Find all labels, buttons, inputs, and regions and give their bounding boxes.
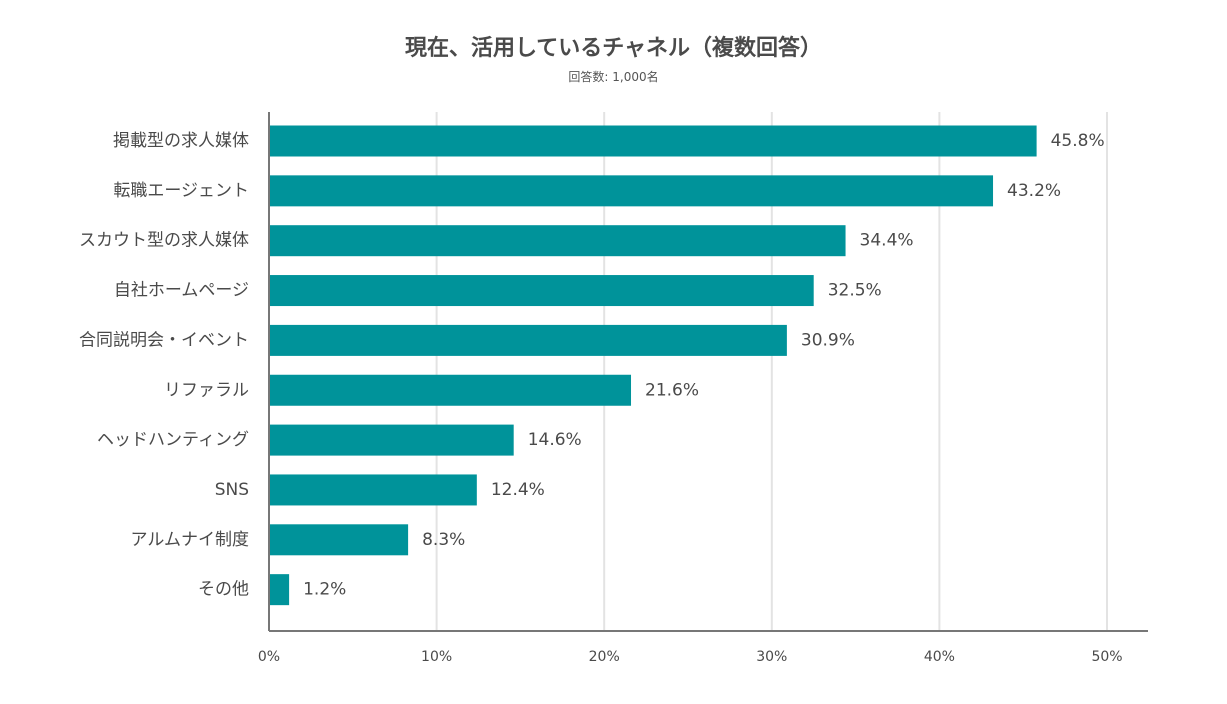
x-tick-label: 30% — [756, 649, 787, 665]
category-label: スカウト型の求人媒体 — [79, 231, 249, 251]
category-label: リファラル — [164, 380, 249, 400]
category-label: アルムナイ制度 — [131, 530, 250, 550]
value-label: 32.5% — [828, 281, 882, 301]
bar — [269, 225, 846, 257]
chart-title: 現在、活用しているチャネル（複数回答） — [404, 36, 823, 61]
axes — [268, 112, 1148, 632]
bar — [269, 524, 409, 556]
bar — [269, 125, 1037, 157]
value-label: 45.8% — [1051, 131, 1105, 151]
value-label: 1.2% — [303, 580, 346, 600]
labels: 掲載型の求人媒体 45.8% 転職エージェント 43.2% スカウト型の求人媒体 34.4… — [79, 131, 1123, 665]
value-label: 34.4% — [860, 231, 914, 251]
bar — [269, 175, 994, 207]
chart-subtitle: 回答数: 1,000名 — [568, 70, 659, 84]
category-label: その他 — [198, 580, 249, 600]
bar — [269, 275, 814, 307]
value-label: 8.3% — [422, 530, 465, 550]
bar — [269, 324, 787, 356]
x-tick-label: 50% — [1091, 649, 1122, 665]
bar — [269, 474, 477, 506]
category-label: 転職エージェント — [113, 181, 249, 201]
x-tick-label: 10% — [421, 649, 452, 665]
category-label: 掲載型の求人媒体 — [113, 131, 249, 151]
category-label: 自社ホームページ — [114, 281, 249, 301]
bars — [269, 125, 1037, 606]
category-label: SNS — [215, 480, 249, 500]
category-label: 合同説明会・イベント — [79, 330, 249, 350]
value-label: 12.4% — [491, 480, 545, 500]
value-label: 43.2% — [1007, 181, 1061, 201]
value-label: 21.6% — [645, 380, 699, 400]
bar — [269, 574, 290, 606]
x-tick-label: 40% — [924, 649, 955, 665]
bar — [269, 424, 514, 456]
value-label: 14.6% — [528, 430, 582, 450]
category-label: ヘッドハンティング — [97, 430, 249, 450]
bar — [269, 374, 632, 406]
x-tick-label: 20% — [589, 649, 620, 665]
x-tick-label: 0% — [258, 649, 280, 665]
value-label: 30.9% — [801, 330, 855, 350]
